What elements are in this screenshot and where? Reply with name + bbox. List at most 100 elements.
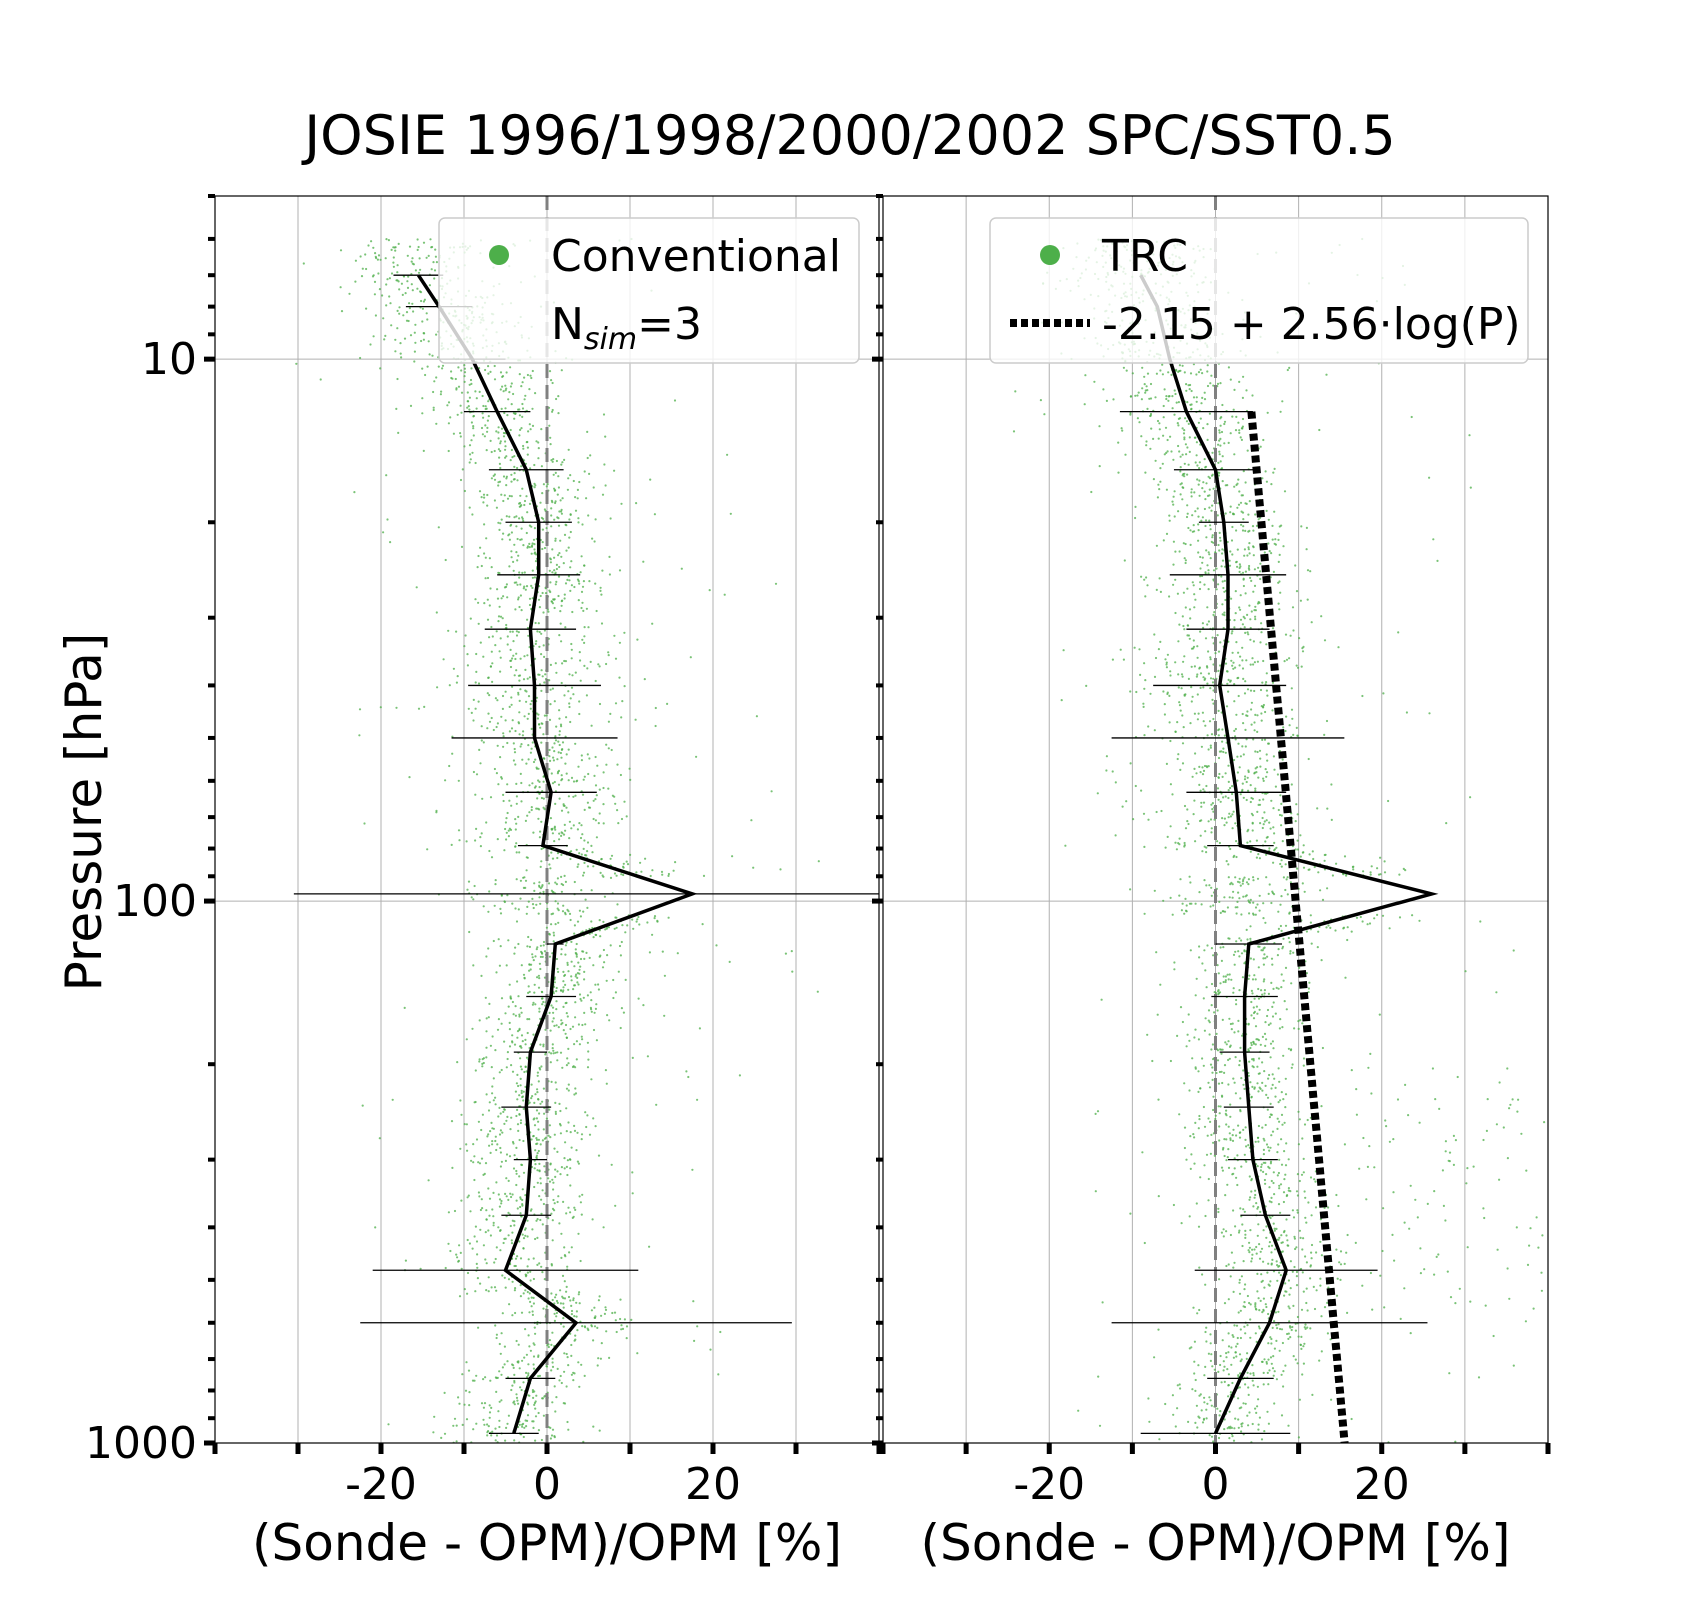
scatter-point xyxy=(518,1240,521,1243)
scatter-point xyxy=(566,963,569,967)
scatter-point xyxy=(587,806,591,809)
scatter-point xyxy=(1203,398,1207,401)
scatter-point xyxy=(656,919,659,923)
scatter-point xyxy=(1273,1370,1276,1373)
scatter-point xyxy=(558,832,561,835)
scatter-point xyxy=(570,1373,574,1376)
scatter-point xyxy=(506,596,509,599)
scatter-point xyxy=(587,626,590,629)
scatter-point xyxy=(511,719,514,722)
scatter-point xyxy=(1339,1250,1343,1253)
scatter-point xyxy=(1249,957,1252,960)
scatter-point xyxy=(510,1064,513,1067)
scatter-point xyxy=(1238,877,1241,880)
scatter-point xyxy=(485,449,488,452)
scatter-point xyxy=(482,1406,485,1409)
scatter-point xyxy=(1292,733,1295,737)
scatter-point xyxy=(1210,374,1213,377)
scatter-point xyxy=(1204,519,1208,522)
scatter-point xyxy=(1223,817,1226,820)
scatter-point xyxy=(567,970,570,973)
scatter-point xyxy=(1203,458,1206,461)
scatter-point xyxy=(413,350,416,353)
scatter-point xyxy=(1435,1255,1438,1258)
scatter-point xyxy=(1203,764,1207,768)
scatter-point xyxy=(421,397,424,400)
scatter-point xyxy=(1186,504,1189,507)
scatter-point xyxy=(339,286,342,289)
scatter-point xyxy=(1222,1235,1225,1238)
scatter-point xyxy=(1179,1006,1183,1009)
scatter-point xyxy=(517,815,520,819)
scatter-point xyxy=(1272,1001,1275,1004)
scatter-point xyxy=(534,955,537,958)
scatter-point xyxy=(510,473,513,476)
scatter-point xyxy=(602,822,605,825)
scatter-point xyxy=(472,698,475,702)
scatter-point xyxy=(1266,1271,1269,1274)
scatter-point xyxy=(482,1418,485,1421)
scatter-point xyxy=(582,996,585,999)
scatter-point xyxy=(1248,604,1251,607)
scatter-point xyxy=(573,1124,576,1127)
scatter-point xyxy=(555,1000,558,1003)
scatter-point xyxy=(504,440,507,443)
scatter-point xyxy=(390,272,394,275)
scatter-point xyxy=(507,1198,510,1201)
scatter-point xyxy=(541,492,544,495)
scatter-point xyxy=(551,408,554,412)
scatter-point xyxy=(533,991,536,994)
scatter-point xyxy=(479,641,482,644)
scatter-point xyxy=(485,1030,488,1033)
scatter-point xyxy=(571,610,574,614)
scatter-point xyxy=(1247,1386,1250,1389)
scatter-point xyxy=(478,748,481,752)
scatter-point xyxy=(551,1331,554,1334)
scatter-point xyxy=(524,1043,527,1046)
scatter-point xyxy=(1172,540,1175,543)
scatter-point xyxy=(1159,467,1162,470)
scatter-point xyxy=(1197,1090,1200,1093)
scatter-point xyxy=(495,772,498,775)
scatter-point xyxy=(1205,1408,1208,1411)
scatter-point xyxy=(467,1369,471,1372)
scatter-point xyxy=(544,673,547,676)
scatter-point xyxy=(1240,1406,1243,1409)
scatter-point xyxy=(702,874,706,878)
scatter-point xyxy=(565,772,568,775)
scatter-point xyxy=(1203,391,1206,394)
scatter-point xyxy=(460,411,463,414)
scatter-point xyxy=(1241,646,1244,649)
scatter-point xyxy=(579,659,582,662)
scatter-point xyxy=(1277,1101,1280,1104)
scatter-point xyxy=(505,475,508,478)
scatter-point xyxy=(499,440,502,443)
scatter-point xyxy=(492,1221,495,1224)
scatter-point xyxy=(567,779,570,782)
scatter-point xyxy=(1221,740,1224,743)
scatter-point xyxy=(536,1152,539,1155)
scatter-point xyxy=(557,970,560,974)
scatter-point xyxy=(486,430,489,433)
scatter-point xyxy=(541,790,544,793)
scatter-point xyxy=(1264,1123,1267,1127)
scatter-point xyxy=(1249,576,1252,580)
scatter-point xyxy=(1261,1126,1264,1129)
scatter-point xyxy=(424,373,427,377)
scatter-point xyxy=(510,556,513,559)
scatter-point xyxy=(545,1117,549,1120)
scatter-point xyxy=(391,1098,394,1101)
scatter-point xyxy=(1241,745,1244,748)
scatter-point xyxy=(493,904,496,907)
scatter-point xyxy=(475,652,478,656)
scatter-point xyxy=(1305,526,1308,530)
scatter-point xyxy=(500,997,504,1000)
scatter-point xyxy=(1292,1216,1296,1219)
scatter-point xyxy=(1165,532,1169,536)
scatter-point xyxy=(439,393,442,396)
scatter-point xyxy=(466,664,469,667)
scatter-point xyxy=(521,517,524,521)
scatter-point xyxy=(1236,677,1239,680)
scatter-point xyxy=(501,617,504,620)
scatter-point xyxy=(544,1028,547,1031)
